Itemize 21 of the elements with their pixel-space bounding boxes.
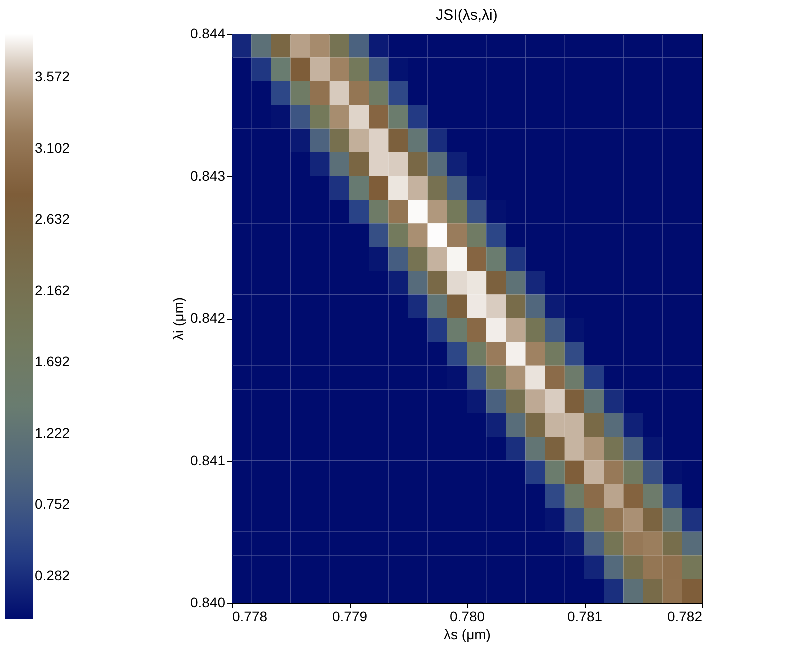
color-bar-label: 2.162	[35, 282, 70, 298]
x-tick-label: 0.780	[450, 608, 486, 624]
color-bar-label: 1.692	[35, 354, 70, 370]
y-tick-label: 0.844	[190, 26, 226, 42]
color-bar-label: 0.752	[35, 496, 70, 512]
y-axis-title: λi (μm)	[170, 297, 186, 341]
x-tick-label: 0.779	[332, 608, 368, 624]
x-tick-label: 0.782	[667, 608, 703, 624]
y-tick-label: 0.840	[190, 594, 226, 610]
color-bar-label: 0.282	[35, 567, 70, 584]
color-bar-label: 3.572	[35, 68, 70, 85]
x-tick-label: 0.781	[567, 608, 603, 624]
y-tick-label: 0.841	[190, 452, 226, 468]
color-bar-label: 2.632	[35, 211, 70, 228]
x-tick-label: 0.778	[232, 608, 268, 624]
color-bar-label: 3.102	[35, 140, 70, 156]
color-bar-label: 1.222	[35, 424, 70, 441]
y-tick-label: 0.843	[190, 168, 226, 184]
chart-title: JSI(λs,λi)	[436, 7, 498, 24]
y-tick-label: 0.842	[190, 310, 226, 326]
x-axis-title: λs (μm)	[444, 626, 491, 642]
